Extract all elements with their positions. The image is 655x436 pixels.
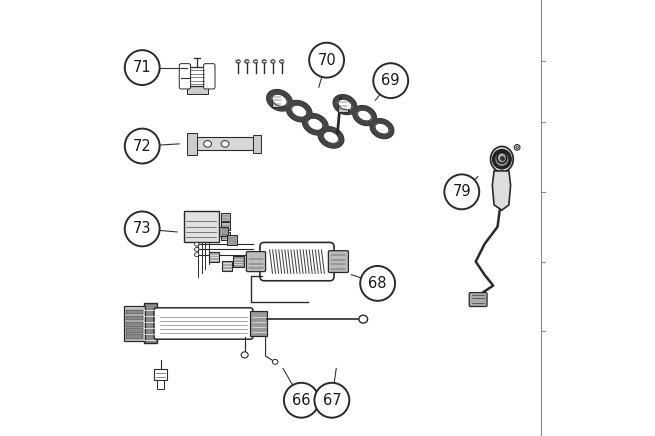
FancyBboxPatch shape: [204, 64, 215, 89]
FancyBboxPatch shape: [328, 251, 348, 272]
Bar: [219, 227, 228, 236]
Circle shape: [309, 43, 344, 78]
Bar: [250, 311, 267, 336]
Bar: [126, 310, 143, 314]
Ellipse shape: [236, 60, 240, 63]
Ellipse shape: [195, 253, 199, 256]
Text: 68: 68: [368, 276, 387, 291]
Bar: [183, 211, 219, 242]
Ellipse shape: [272, 359, 278, 364]
Polygon shape: [493, 171, 511, 210]
Bar: [209, 252, 219, 262]
Ellipse shape: [494, 150, 510, 168]
Ellipse shape: [308, 118, 323, 130]
Bar: [143, 303, 157, 343]
Circle shape: [360, 266, 395, 301]
Ellipse shape: [267, 90, 292, 111]
FancyBboxPatch shape: [179, 64, 191, 89]
Bar: [187, 133, 196, 155]
Text: 69: 69: [381, 73, 400, 88]
Ellipse shape: [195, 242, 199, 246]
Ellipse shape: [245, 60, 249, 63]
Bar: [124, 306, 145, 341]
Bar: [253, 135, 261, 153]
Ellipse shape: [491, 146, 514, 172]
Ellipse shape: [262, 60, 267, 63]
Ellipse shape: [358, 110, 371, 121]
Ellipse shape: [516, 146, 519, 149]
FancyBboxPatch shape: [154, 308, 253, 339]
Ellipse shape: [241, 352, 248, 358]
Circle shape: [124, 50, 160, 85]
Ellipse shape: [375, 123, 389, 134]
Bar: [221, 222, 231, 230]
Ellipse shape: [303, 114, 328, 135]
Bar: [189, 67, 206, 86]
Ellipse shape: [272, 94, 287, 106]
Text: 67: 67: [322, 393, 341, 408]
FancyBboxPatch shape: [260, 242, 334, 281]
Bar: [155, 369, 166, 380]
Bar: [196, 137, 253, 150]
Bar: [126, 316, 143, 320]
Circle shape: [314, 383, 349, 418]
Bar: [187, 86, 208, 94]
Bar: [233, 256, 244, 267]
Text: 71: 71: [133, 60, 151, 75]
Bar: [272, 97, 282, 107]
Ellipse shape: [291, 105, 307, 117]
Text: 73: 73: [133, 221, 151, 236]
Ellipse shape: [333, 95, 356, 114]
Circle shape: [284, 383, 319, 418]
Ellipse shape: [514, 145, 520, 150]
Bar: [222, 261, 233, 271]
Text: 66: 66: [292, 393, 310, 408]
Ellipse shape: [204, 140, 212, 147]
FancyBboxPatch shape: [246, 252, 265, 272]
Circle shape: [373, 63, 408, 98]
Text: 72: 72: [133, 139, 151, 153]
Ellipse shape: [359, 315, 367, 323]
Circle shape: [124, 129, 160, 164]
FancyBboxPatch shape: [469, 293, 487, 307]
Ellipse shape: [280, 60, 284, 63]
Text: 79: 79: [453, 184, 471, 199]
Bar: [227, 235, 237, 245]
Circle shape: [124, 211, 160, 246]
Bar: [157, 380, 164, 389]
Bar: [221, 232, 231, 240]
Ellipse shape: [195, 247, 199, 251]
Ellipse shape: [497, 153, 507, 163]
Bar: [126, 322, 143, 327]
Ellipse shape: [318, 127, 343, 148]
Bar: [338, 103, 348, 112]
Ellipse shape: [371, 119, 394, 138]
Bar: [126, 334, 143, 339]
Ellipse shape: [287, 101, 312, 122]
Ellipse shape: [324, 131, 339, 143]
Ellipse shape: [353, 106, 376, 125]
Ellipse shape: [221, 140, 229, 147]
Text: 70: 70: [317, 53, 336, 68]
Bar: [221, 213, 231, 221]
Ellipse shape: [253, 60, 257, 63]
Bar: [126, 328, 143, 333]
Ellipse shape: [338, 99, 352, 110]
Circle shape: [444, 174, 479, 209]
Ellipse shape: [271, 60, 275, 63]
